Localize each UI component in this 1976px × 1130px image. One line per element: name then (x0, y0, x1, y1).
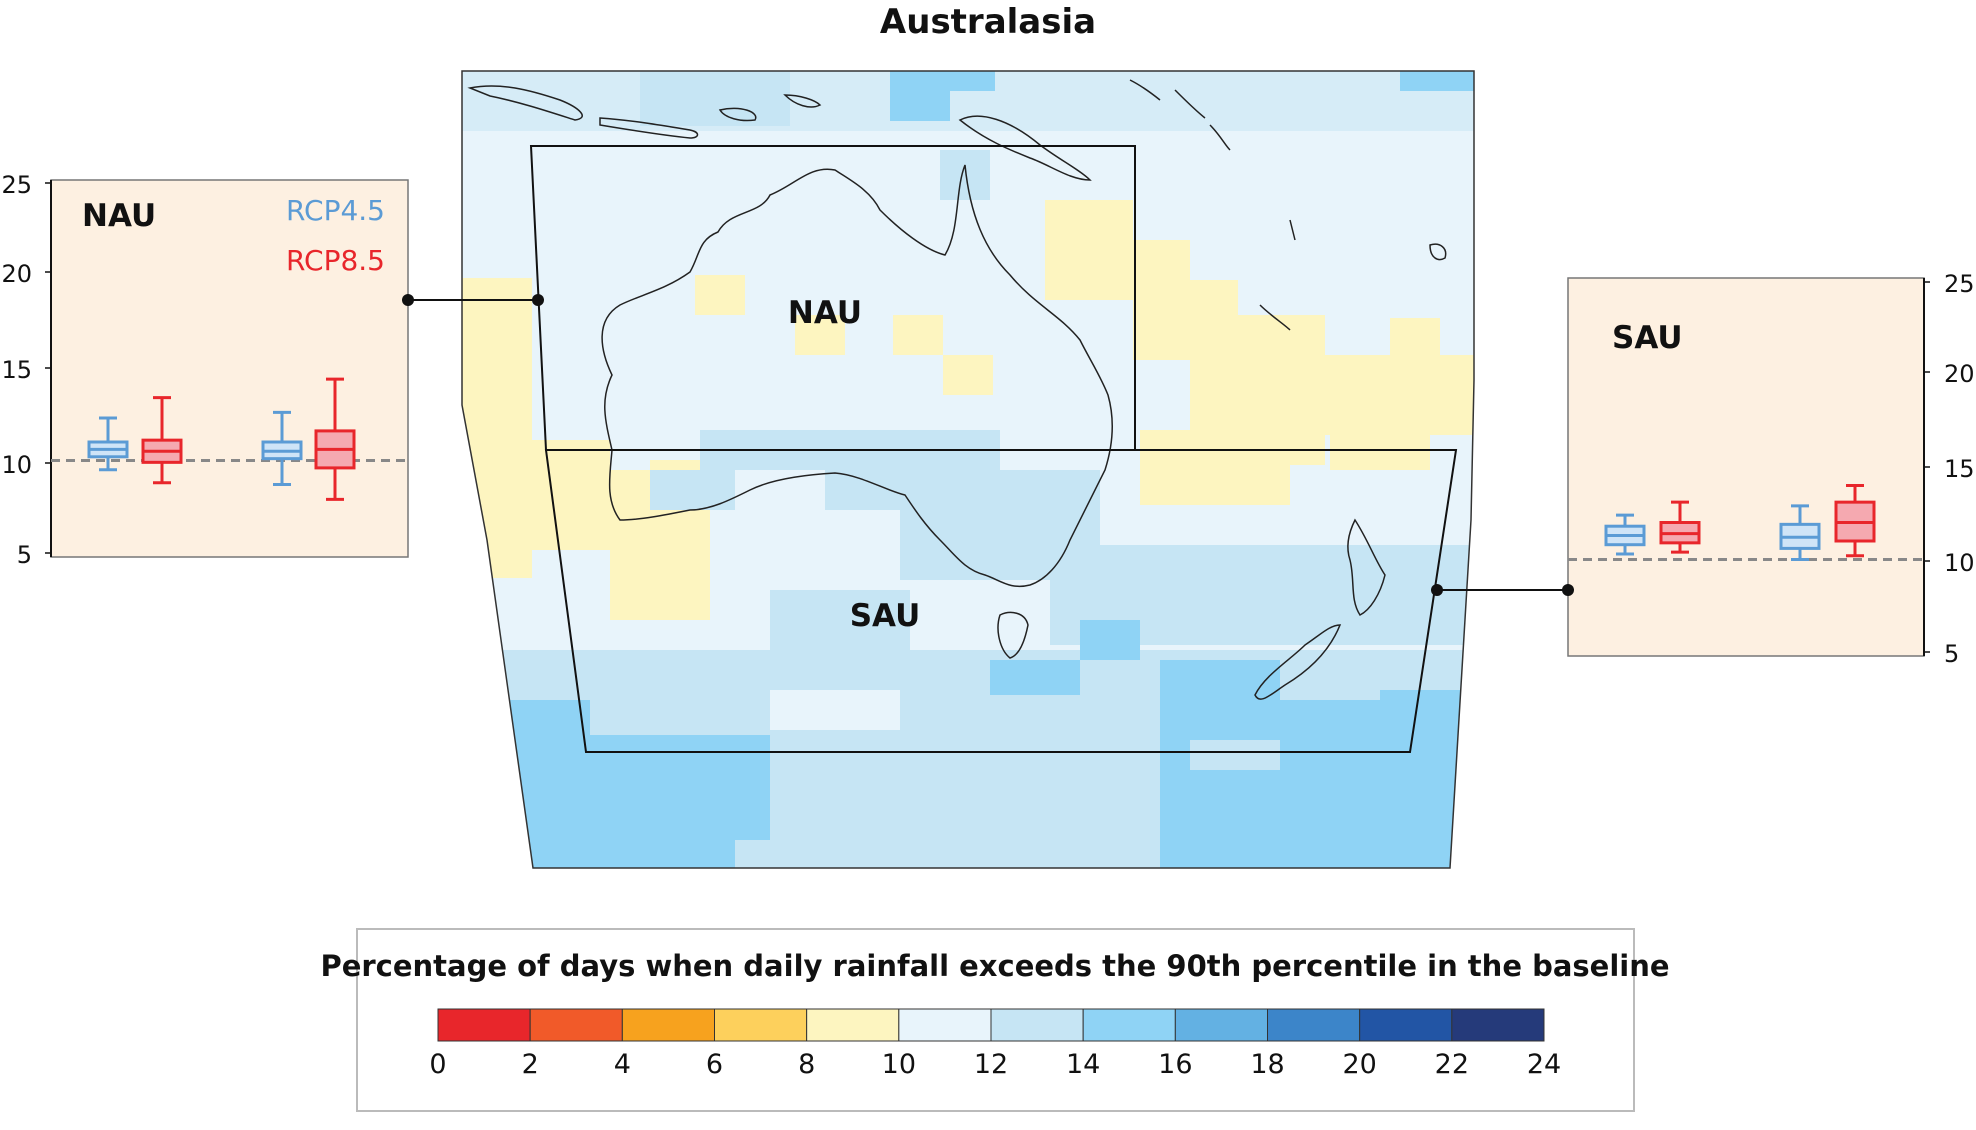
indonesia-islands-2 (599, 117, 699, 139)
sau-ytick: 20 (1944, 360, 1975, 388)
nau-ytick: 10 (1, 451, 32, 479)
nau-y-ticks (45, 182, 51, 554)
legend-rcp85: RCP8.5 (286, 244, 385, 277)
colorbar-tick-label: 16 (1158, 1049, 1192, 1080)
coastlines (467, 79, 1447, 700)
colorbar-tick-label: 24 (1527, 1049, 1561, 1080)
australia-coast (601, 164, 1114, 587)
solomon-islands (1129, 79, 1231, 151)
colorbar-tick-label: 14 (1066, 1049, 1100, 1080)
colorbar-tick-label: 6 (706, 1049, 723, 1080)
colorbar-swatch (621, 1008, 715, 1042)
boxplot-rcp85-2 (314, 377, 356, 501)
boxplot-rcp45-2 (1779, 504, 1821, 561)
colorbar-swatches (437, 1008, 1545, 1042)
boxplot-rcp85-1 (1659, 500, 1701, 554)
sau-region-label: SAU (850, 598, 921, 634)
sau-connector (1431, 584, 1574, 596)
tasmania (997, 611, 1029, 659)
sau-region-box (544, 449, 1458, 753)
nau-inset-panel (50, 179, 409, 558)
map-raster (462, 71, 1474, 868)
colorbar-swatch (529, 1008, 623, 1042)
colorbar-swatch (1359, 1008, 1453, 1042)
fiji (1429, 243, 1447, 261)
colorbar-tick-label: 10 (882, 1049, 916, 1080)
boxplot-rcp45-1 (1604, 513, 1646, 556)
nau-inset: 25 20 15 10 5 NAU RCP4.5 RCP8.5 (1, 171, 409, 569)
nau-boxplots (87, 377, 356, 501)
timor (783, 94, 822, 108)
map-frame (461, 70, 1475, 869)
nau-ytick: 25 (1, 171, 32, 199)
nau-ytick: 20 (1, 260, 32, 288)
nau-region-label: NAU (788, 295, 862, 331)
sau-inset-panel (1567, 277, 1925, 657)
boxplot-rcp85-1 (141, 396, 183, 485)
new-zealand-north (1347, 518, 1386, 616)
colorbar-tick-label: 2 (522, 1049, 539, 1080)
colorbar-swatch (437, 1008, 531, 1042)
boxplot-rcp45-2 (261, 410, 303, 487)
new-zealand-south (1254, 624, 1342, 700)
indonesia-islands-1 (467, 85, 583, 121)
sau-inset: 25 20 15 10 5 SAU (1567, 270, 1975, 668)
sau-boxplots (1604, 484, 1876, 561)
colorbar-ticks: 0 2 4 6 8 10 12 14 16 18 20 22 24 (429, 1049, 1561, 1080)
colorbar-tick-label: 22 (1435, 1049, 1469, 1080)
colorbar-tick-label: 12 (974, 1049, 1008, 1080)
figure-title: Australasia (879, 2, 1097, 42)
legend-rcp45: RCP4.5 (286, 194, 385, 227)
colorbar-tick-label: 8 (798, 1049, 815, 1080)
indonesia-islands-3 (718, 107, 757, 122)
colorbar-tick-label: 20 (1342, 1049, 1376, 1080)
colorbar-tick-label: 4 (614, 1049, 631, 1080)
boxplot-rcp45-1 (87, 416, 129, 472)
colorbar-swatch (1451, 1008, 1545, 1042)
sau-y-ticks (1924, 281, 1930, 653)
colorbar-swatch (990, 1008, 1084, 1042)
colorbar-swatch (1267, 1008, 1361, 1042)
colorbar-panel: Percentage of days when daily rainfall e… (320, 928, 1670, 1112)
sau-ytick: 5 (1944, 640, 1959, 668)
new-caledonia (1259, 304, 1291, 331)
nau-inset-label: NAU (82, 198, 156, 234)
colorbar-tick-label: 0 (429, 1049, 446, 1080)
colorbar-swatch (714, 1008, 808, 1042)
boxplot-rcp85-2 (1834, 484, 1876, 558)
colorbar-title: Percentage of days when daily rainfall e… (320, 949, 1669, 983)
colorbar-swatch (1174, 1008, 1269, 1042)
colorbar-tick-label: 18 (1250, 1049, 1284, 1080)
colorbar-swatch (898, 1008, 992, 1042)
map: NAU SAU (461, 70, 1475, 869)
new-guinea (958, 115, 1092, 181)
colorbar-swatch (1082, 1008, 1176, 1042)
nau-ytick: 5 (17, 541, 32, 569)
nau-ytick: 15 (1, 356, 32, 384)
vanuatu (1289, 219, 1296, 241)
sau-ytick: 15 (1944, 455, 1975, 483)
colorbar-swatch (806, 1008, 900, 1042)
sau-inset-label: SAU (1612, 320, 1683, 356)
sau-ytick: 25 (1944, 270, 1975, 298)
sau-ytick: 10 (1944, 549, 1975, 577)
nau-connector (402, 294, 544, 306)
